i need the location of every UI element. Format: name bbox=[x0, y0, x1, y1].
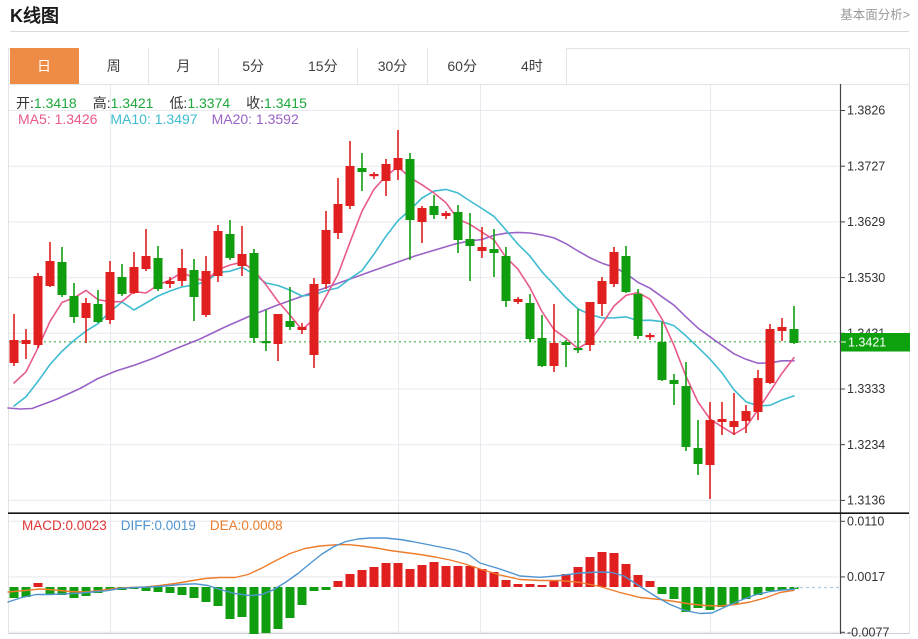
svg-text:1.3234: 1.3234 bbox=[847, 438, 885, 452]
svg-text:0.0017: 0.0017 bbox=[847, 570, 885, 584]
svg-text:-0.0077: -0.0077 bbox=[847, 626, 889, 639]
svg-text:1.3421: 1.3421 bbox=[848, 336, 886, 350]
svg-text:0.0110: 0.0110 bbox=[847, 515, 884, 529]
svg-text:1.3136: 1.3136 bbox=[847, 494, 885, 508]
svg-text:1.3530: 1.3530 bbox=[847, 271, 885, 285]
svg-text:1.3629: 1.3629 bbox=[847, 215, 885, 229]
svg-text:1.3826: 1.3826 bbox=[847, 104, 885, 118]
svg-text:1.3333: 1.3333 bbox=[847, 382, 885, 396]
svg-text:1.3727: 1.3727 bbox=[847, 159, 885, 173]
